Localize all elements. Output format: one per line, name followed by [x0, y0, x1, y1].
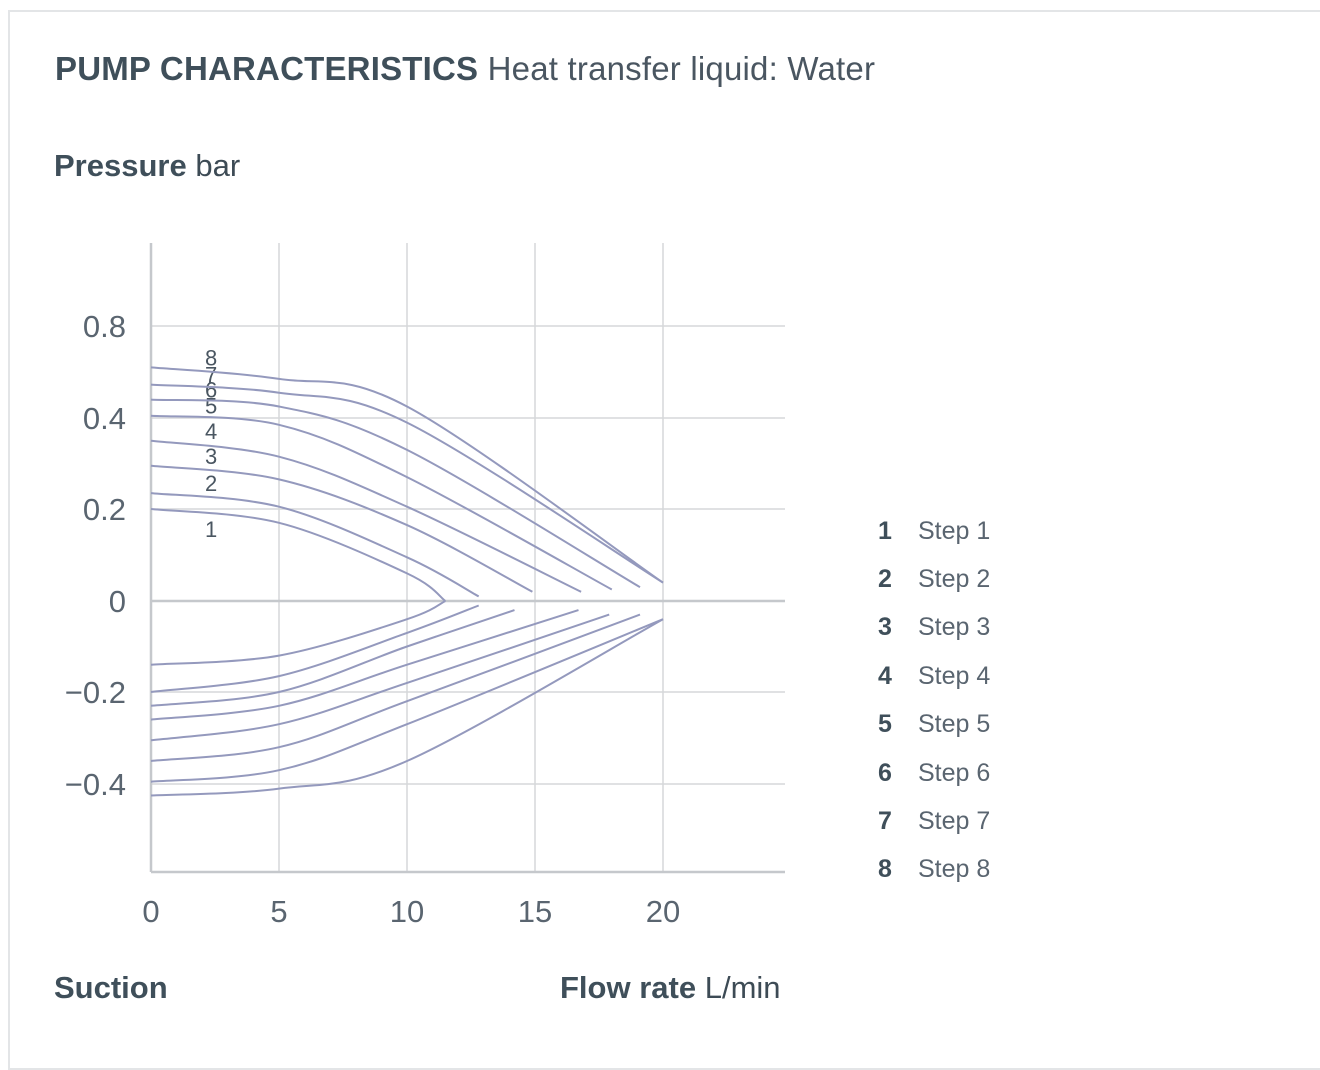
- legend-label: Step 7: [918, 807, 991, 836]
- legend-item: 7 Step 7: [872, 797, 990, 845]
- legend: 1 Step 1 2 Step 2 3 Step 3 4 Step 4 5 Step 5 …: [872, 507, 990, 894]
- x-tick-label: 10: [390, 894, 424, 929]
- legend-item: 6 Step 6: [872, 749, 990, 797]
- curve-label-7: 7: [205, 363, 217, 388]
- pressure-curve-step-7: [150, 383, 664, 584]
- suction-curve-step-6: [150, 613, 641, 762]
- chart-card: [8, 10, 1320, 1070]
- suction-curve-step-3: [150, 609, 515, 707]
- x-axis-label: Flow rate L/min: [560, 970, 781, 1006]
- title-subtitle: Heat transfer liquid: Water: [487, 50, 876, 87]
- y-axis-unit: bar: [195, 148, 241, 183]
- y-tick-label: −0.4: [65, 767, 126, 802]
- legend-item: 3 Step 3: [872, 604, 990, 652]
- legend-label: Step 4: [918, 661, 991, 690]
- suction-curve-step-8: [150, 618, 664, 797]
- chart-title: PUMP CHARACTERISTICS Heat transfer liqui…: [55, 50, 875, 88]
- legend-item: 2 Step 2: [872, 555, 990, 603]
- legend-label: Step 2: [918, 565, 991, 594]
- suction-curve-step-2: [150, 604, 480, 693]
- legend-item: 5 Step 5: [872, 701, 990, 749]
- legend-number: 3: [878, 613, 892, 642]
- x-tick-label: 0: [142, 894, 159, 929]
- curve-label-2: 2: [205, 471, 217, 496]
- pressure-curve-step-1: [150, 508, 447, 602]
- suction-curve-step-4: [150, 609, 579, 721]
- legend-item: 4 Step 4: [872, 652, 990, 700]
- legend-label: Step 1: [918, 516, 991, 545]
- pressure-curve-step-2: [150, 492, 480, 598]
- curve-label-3: 3: [205, 444, 217, 469]
- legend-number: 2: [878, 565, 892, 594]
- legend-number: 7: [878, 807, 892, 836]
- x-tick-label: 5: [270, 894, 287, 929]
- y-tick-label: 0.2: [83, 492, 126, 527]
- legend-label: Step 3: [918, 613, 991, 642]
- legend-item: 1 Step 1: [872, 507, 990, 555]
- y-axis-name: Pressure: [54, 148, 187, 183]
- y-tick-label: 0.8: [83, 309, 126, 344]
- curve-label-6: 6: [205, 378, 217, 403]
- x-tick-label: 20: [646, 894, 680, 929]
- y-tick-label: 0.4: [83, 401, 126, 436]
- pressure-curve-step-8: [150, 366, 664, 584]
- curve-label-1: 1: [205, 517, 217, 542]
- curve-label-4: 4: [205, 419, 217, 444]
- legend-label: Step 6: [918, 758, 991, 787]
- y-axis-label: Pressure bar: [54, 148, 240, 184]
- x-tick-label: 15: [518, 894, 552, 929]
- suction-curve-step-5: [150, 613, 610, 742]
- pressure-curve-step-3: [150, 464, 533, 593]
- legend-number: 5: [878, 710, 892, 739]
- suction-label: Suction: [54, 970, 168, 1005]
- x-axis-unit: L/min: [704, 970, 781, 1005]
- legend-number: 6: [878, 758, 892, 787]
- legend-label: Step 8: [918, 855, 991, 884]
- y-tick-label: 0: [109, 584, 126, 619]
- y-tick-label: −0.2: [65, 675, 126, 710]
- legend-item: 8 Step 8: [872, 846, 990, 894]
- suction-curve-step-7: [150, 618, 664, 783]
- legend-label: Step 5: [918, 710, 991, 739]
- title-main: PUMP CHARACTERISTICS: [55, 50, 479, 87]
- pressure-curve-step-4: [150, 439, 582, 593]
- curve-label-8: 8: [205, 345, 217, 370]
- legend-number: 4: [878, 661, 892, 690]
- legend-number: 1: [878, 516, 892, 545]
- pressure-curve-step-6: [150, 398, 641, 589]
- pressure-curve-step-5: [150, 414, 613, 591]
- x-axis-name: Flow rate: [560, 970, 697, 1005]
- legend-number: 8: [878, 855, 892, 884]
- suction-curve-step-1: [150, 600, 446, 666]
